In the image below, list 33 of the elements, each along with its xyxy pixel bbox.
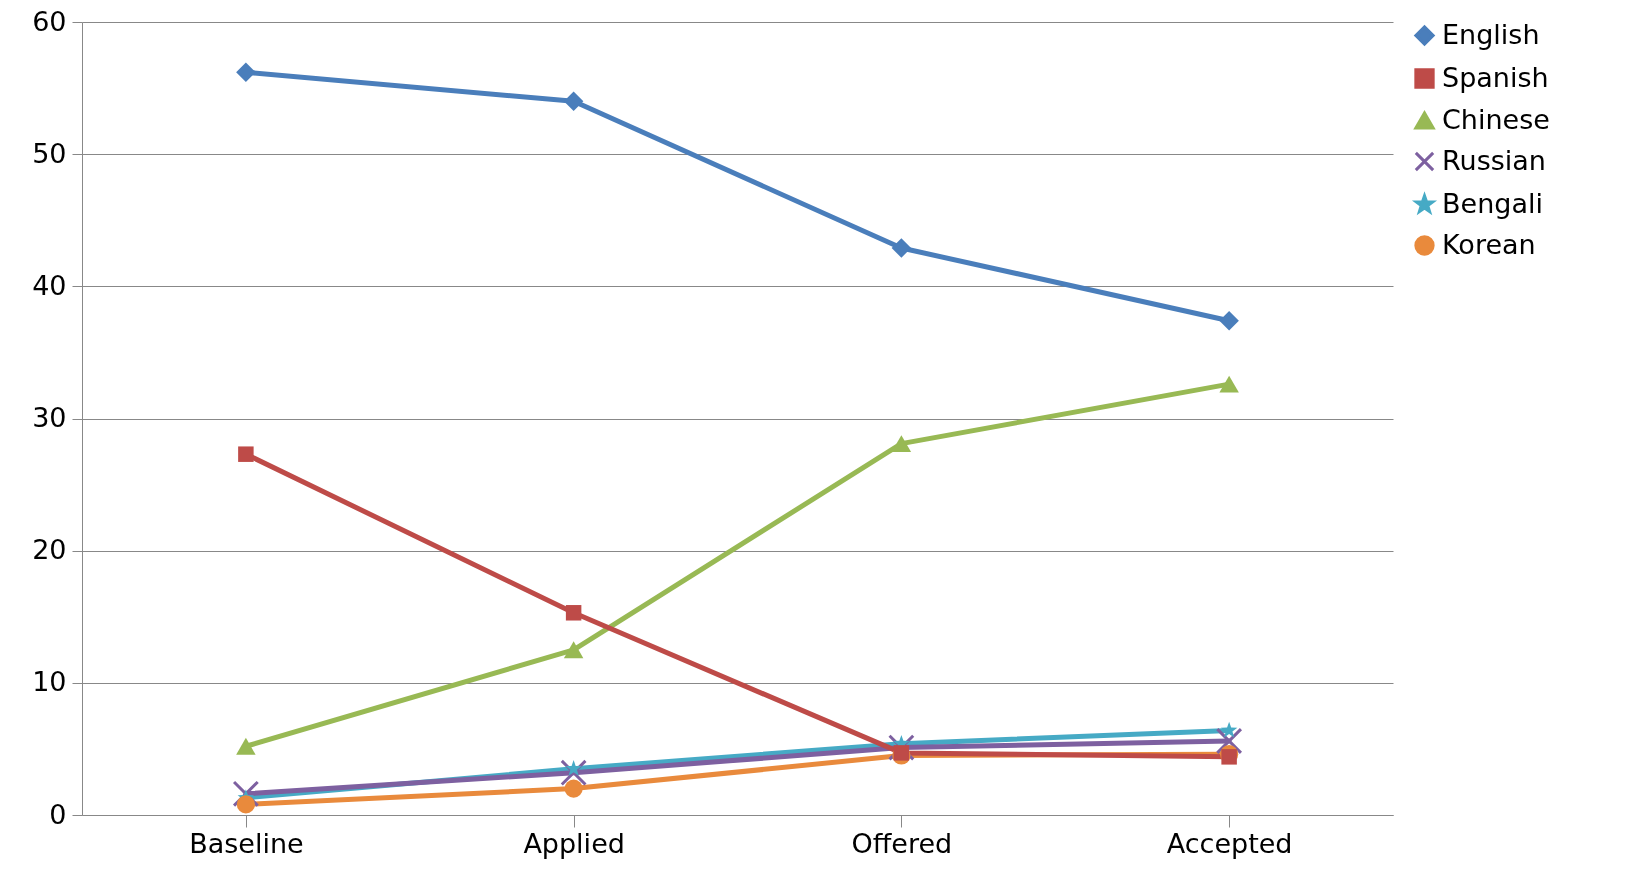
y-tick-label: 0 — [49, 798, 67, 830]
point — [565, 760, 582, 776]
point — [565, 605, 582, 621]
point — [1221, 749, 1237, 765]
y-tick-label: 40 — [32, 269, 67, 301]
legend-label: Russian — [1442, 144, 1546, 176]
y-tick-label: 50 — [32, 137, 67, 169]
legend-label: English — [1442, 18, 1540, 50]
point — [564, 779, 583, 798]
point — [563, 91, 584, 112]
legend-label: Spanish — [1442, 61, 1549, 93]
point — [563, 641, 584, 659]
point — [236, 62, 256, 82]
point — [1219, 375, 1239, 393]
x-tick-label: Applied — [523, 827, 625, 859]
point — [1220, 721, 1238, 738]
y-tick-label: 20 — [32, 534, 67, 566]
legend-label: Korean — [1442, 228, 1536, 260]
x-tick-label: Accepted — [1166, 827, 1293, 859]
point — [893, 745, 910, 761]
point — [238, 446, 254, 462]
point — [891, 435, 912, 453]
point — [891, 238, 912, 258]
y-tick-label: 10 — [32, 666, 67, 698]
x-tick-label: Offered — [851, 827, 953, 859]
point — [236, 737, 256, 755]
x-tick-label: Baseline — [189, 827, 304, 859]
legend-label: Bengali — [1442, 187, 1543, 219]
point — [236, 795, 255, 814]
y-tick-label: 30 — [32, 402, 67, 433]
legend-label: Chinese — [1442, 103, 1550, 135]
y-tick-label: 60 — [32, 5, 67, 37]
point — [1219, 310, 1239, 331]
